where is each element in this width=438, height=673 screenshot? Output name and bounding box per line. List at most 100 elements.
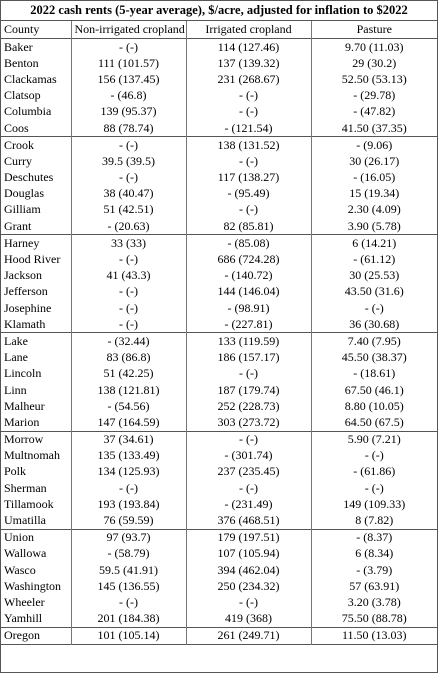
county-name: Yamhill	[4, 611, 43, 626]
county-row: Polk 134 (125.93) 237 (235.45) - (61.86)	[1, 463, 437, 481]
rent-cell: 51 (42.25)	[70, 365, 186, 382]
rent-cell: 8.80 (10.05)	[310, 398, 437, 415]
county-row: Lake - (32.44) 133 (119.59) 7.40 (7.95)	[1, 332, 437, 350]
county-name: Union	[4, 530, 34, 545]
rent-cell: 149 (109.33)	[310, 496, 437, 513]
rent-cell: - (121.54)	[185, 119, 311, 137]
county-row: Gilliam 51 (42.51) - (-) 2.30 (4.09)	[1, 201, 437, 219]
rent-cell: 57 (63.91)	[310, 578, 437, 595]
rent-cell: 117 (138.27)	[185, 169, 311, 186]
county-row: Lane 83 (86.8) 186 (157.17) 45.50 (38.37)	[1, 349, 437, 366]
rent-cell: 59.5 (41.91)	[70, 562, 186, 579]
county-name: Baker	[4, 39, 33, 54]
county-row: Morrow 37 (34.61) - (-) 5.90 (7.21)	[1, 431, 437, 448]
county-row: Washington 145 (136.55) 250 (234.32) 57 (63…	[1, 578, 437, 595]
county-group: Union 97 (93.7) 179 (197.51) - (8.37) Wallow…	[1, 529, 437, 628]
county-group: Morrow 37 (34.61) - (-) 5.90 (7.21) Multnoma…	[1, 431, 437, 530]
county-name: Benton	[4, 55, 39, 70]
county-row: Wheeler - (-) - (-) 3.20 (3.78)	[1, 594, 437, 611]
county-group: Lake - (32.44) 133 (119.59) 7.40 (7.95) Lane…	[1, 332, 437, 431]
rent-cell: 107 (105.94)	[185, 545, 311, 562]
table-header: County Non-irrigated cropland Irrigated cr…	[1, 21, 437, 39]
county-name: Crook	[4, 137, 34, 152]
rent-cell: 29 (30.2)	[310, 55, 437, 72]
column-header: Non-irrigated cropland	[70, 21, 186, 39]
county-name: Harney	[4, 235, 40, 250]
county-name: Josephine	[4, 300, 52, 315]
rent-cell: 139 (95.37)	[70, 103, 186, 120]
rent-cell: 37 (34.61)	[70, 431, 186, 448]
rent-cell: - (47.82)	[310, 103, 437, 120]
county-row: Crook - (-) 138 (131.52) - (9.06)	[1, 136, 437, 154]
rent-cell: 394 (462.04)	[185, 562, 311, 579]
rent-cell: 36 (30.68)	[310, 316, 437, 333]
rent-cell: - (-)	[310, 480, 437, 497]
county-row: Klamath - (-) - (227.81) 36 (30.68)	[1, 316, 437, 333]
county-name: Lincoln	[4, 366, 42, 381]
rent-cell: 9.70 (11.03)	[310, 38, 437, 56]
rent-cell: 3.90 (5.78)	[310, 218, 437, 235]
rent-cell: 82 (85.81)	[185, 218, 311, 235]
rent-cell: 179 (197.51)	[185, 529, 311, 546]
rent-cell: - (-)	[185, 201, 311, 219]
county-row: Columbia 139 (95.37) - (-) - (47.82)	[1, 103, 437, 120]
county-name: Polk	[4, 464, 27, 479]
rent-cell: - (-)	[70, 480, 186, 497]
rent-cell: 231 (268.67)	[185, 71, 311, 88]
rent-cell: - (3.79)	[310, 562, 437, 579]
header-row: County Non-irrigated cropland Irrigated cr…	[1, 21, 437, 39]
rent-cell: 3.20 (3.78)	[310, 594, 437, 611]
rent-cell: 138 (121.81)	[70, 381, 186, 399]
rent-cell: 111 (101.57)	[70, 55, 186, 72]
rent-cell: 88 (78.74)	[70, 119, 186, 137]
county-name: Grant	[4, 218, 32, 233]
rent-cell: - (54.56)	[70, 398, 186, 415]
rent-cell: 303 (273.72)	[185, 414, 311, 431]
county-name: Malheur	[4, 398, 45, 413]
county-name: Deschutes	[4, 170, 54, 185]
county-name: Clatsop	[4, 88, 41, 103]
rent-cell: - (-)	[70, 300, 186, 317]
county-name: Linn	[4, 382, 27, 397]
rent-cell: - (9.06)	[310, 136, 437, 154]
rent-cell: - (231.49)	[185, 496, 311, 513]
county-name: Wasco	[4, 562, 36, 577]
county-name: Curry	[4, 153, 32, 168]
rent-cell: 114 (127.46)	[185, 38, 311, 56]
rent-cell: 6 (14.21)	[310, 234, 437, 252]
county-row: Wallowa - (58.79) 107 (105.94) 6 (8.34)	[1, 545, 437, 562]
county-row: Jefferson - (-) 144 (146.04) 43.50 (31.6)	[1, 283, 437, 300]
county-group: Baker - (-) 114 (127.46) 9.70 (11.03) Benton…	[1, 38, 437, 137]
rent-cell: 41 (43.3)	[70, 267, 186, 284]
rent-cell: 45.50 (38.37)	[310, 349, 437, 366]
rent-cell: - (301.74)	[185, 447, 311, 464]
rent-cell: 51 (42.51)	[70, 201, 186, 219]
rent-cell: - (140.72)	[185, 267, 311, 284]
county-name: Clackamas	[4, 71, 57, 86]
rent-cell: - (227.81)	[185, 316, 311, 333]
column-header: County	[4, 22, 40, 36]
rent-cell: - (-)	[185, 594, 311, 611]
rent-cell: - (29.78)	[310, 87, 437, 104]
rent-cell: - (-)	[185, 87, 311, 104]
rent-cell: 67.50 (46.1)	[310, 381, 437, 399]
rent-cell: - (18.61)	[310, 365, 437, 382]
rent-cell: - (-)	[70, 136, 186, 154]
rent-cell: 8 (7.82)	[310, 512, 437, 530]
rent-cell: 43.50 (31.6)	[310, 283, 437, 300]
rent-cell: 137 (139.32)	[185, 55, 311, 72]
rent-cell: - (95.49)	[185, 185, 311, 202]
county-row: Multnomah 135 (133.49) - (301.74) - (-)	[1, 447, 437, 464]
rent-cell: 138 (131.52)	[185, 136, 311, 154]
rent-cell: 145 (136.55)	[70, 578, 186, 595]
county-row: Jackson 41 (43.3) - (140.72) 30 (25.53)	[1, 267, 437, 284]
county-name: Sherman	[4, 480, 47, 495]
rent-cell: 52.50 (53.13)	[310, 71, 437, 88]
rent-cell: - (61.86)	[310, 463, 437, 481]
county-name: Multnomah	[4, 448, 60, 463]
county-row: Coos 88 (78.74) - (121.54) 41.50 (37.35)	[1, 119, 437, 137]
county-row: Lincoln 51 (42.25) - (-) - (18.61)	[1, 365, 437, 382]
rent-cell: 376 (468.51)	[185, 512, 311, 530]
county-name: Tillamook	[4, 496, 54, 511]
